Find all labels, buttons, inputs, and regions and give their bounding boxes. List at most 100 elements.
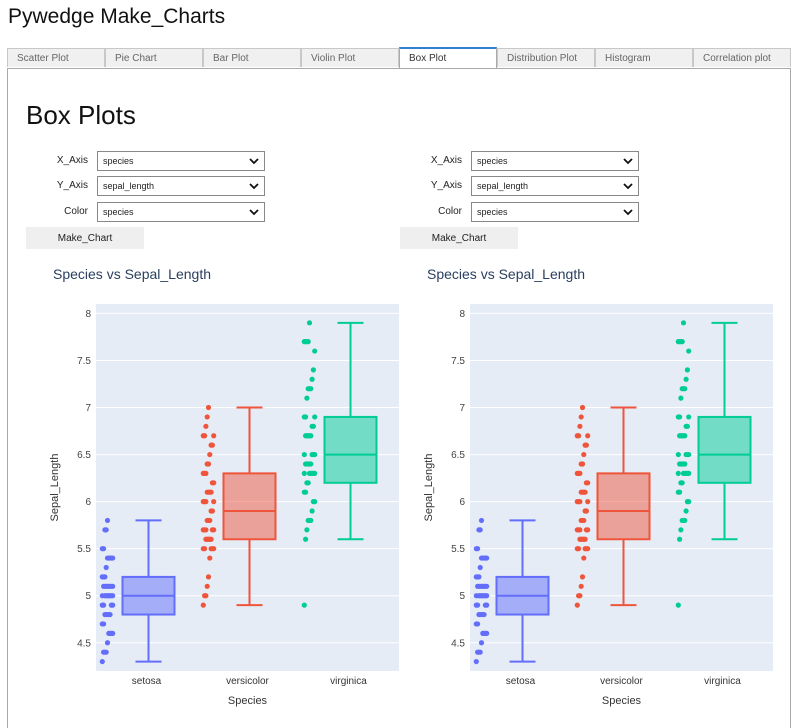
y-axis-value: sepal_length — [103, 181, 155, 191]
data-point — [677, 536, 683, 542]
data-point — [576, 433, 582, 439]
data-point — [310, 367, 316, 373]
y-axis-row: Y_Axis sepal_length — [26, 176, 266, 197]
y-tick-label: 8 — [85, 309, 91, 320]
data-point — [312, 499, 318, 505]
data-point — [679, 480, 685, 486]
data-point — [312, 451, 318, 458]
data-point — [211, 546, 217, 552]
data-point — [207, 517, 213, 524]
x-tick-label: virginica — [330, 676, 367, 687]
data-point — [677, 489, 683, 495]
data-point — [101, 602, 107, 608]
data-point — [203, 527, 209, 533]
color-select[interactable]: species — [471, 202, 639, 222]
data-point — [209, 442, 215, 448]
data-point — [686, 499, 692, 505]
y-tick-label: 4.5 — [77, 638, 91, 649]
data-point — [585, 433, 591, 439]
data-point — [110, 602, 116, 608]
data-point — [303, 536, 309, 542]
tab-correlation-plot[interactable]: Correlation plot — [693, 48, 791, 67]
y-axis-label: Y_Axis — [430, 180, 462, 191]
data-point — [577, 527, 583, 533]
chart-title: Species vs Sepal_Length — [53, 266, 211, 282]
tab-box-plot[interactable]: Box Plot — [399, 47, 497, 68]
tab-scatter-plot[interactable]: Scatter Plot — [7, 48, 105, 67]
data-point — [110, 555, 116, 561]
data-point — [477, 564, 483, 571]
box-plot-chart[interactable]: 4.5 5 5.5 6 6.5 7 7.5 8 setosa versicolor virginic… — [40, 300, 402, 712]
y-tick-label: 6.5 — [77, 450, 91, 461]
tab-histogram[interactable]: Histogram — [595, 48, 693, 67]
data-point — [686, 451, 692, 458]
data-point — [475, 621, 481, 627]
y-tick-label: 7.5 — [77, 356, 91, 367]
chevron-down-icon — [249, 158, 259, 165]
data-point — [310, 423, 316, 429]
data-point — [203, 499, 209, 505]
data-point — [579, 404, 586, 411]
data-point — [303, 489, 309, 495]
data-point — [473, 593, 479, 599]
data-point — [583, 442, 589, 448]
make-chart-button[interactable]: Make_Chart — [400, 227, 518, 249]
tab-violin-plot[interactable]: Violin Plot — [301, 48, 399, 67]
data-point — [211, 527, 217, 533]
color-label: Color — [64, 206, 88, 217]
data-point — [475, 602, 481, 608]
data-point — [309, 508, 315, 514]
data-point — [680, 320, 687, 326]
color-value: species — [477, 207, 508, 217]
data-point — [583, 508, 589, 514]
data-point — [312, 348, 318, 354]
data-point — [473, 658, 479, 665]
data-point — [477, 527, 483, 533]
data-point — [577, 593, 583, 599]
data-point — [204, 583, 210, 589]
data-point — [675, 470, 681, 476]
data-point — [585, 527, 591, 533]
x-tick-label: versicolor — [226, 676, 269, 687]
make-chart-button[interactable]: Make_Chart — [26, 227, 144, 249]
data-point — [678, 527, 684, 533]
y-axis-select[interactable]: sepal_length — [97, 176, 265, 196]
x-axis-title: Species — [602, 695, 642, 707]
box-plot-chart[interactable]: 4.5 5 5.5 6 6.5 7 7.5 8 setosa versicolor virginic… — [414, 300, 776, 712]
data-point — [686, 414, 692, 420]
data-point — [203, 470, 209, 476]
data-point — [211, 499, 217, 505]
data-point — [103, 564, 109, 571]
box-virginica — [697, 415, 752, 484]
data-point — [209, 508, 215, 514]
y-axis-row: Y_Axis sepal_length — [400, 176, 640, 197]
data-point — [484, 593, 490, 599]
x-axis-select[interactable]: species — [471, 151, 639, 171]
data-point — [103, 649, 109, 655]
data-point — [301, 451, 307, 458]
x-axis-label: X_Axis — [430, 155, 462, 166]
page-heading: Box Plots — [26, 100, 136, 130]
x-axis-label: X_Axis — [56, 155, 88, 166]
data-point — [312, 470, 318, 476]
tab-pie-chart[interactable]: Pie Chart — [105, 48, 203, 67]
tab-bar-plot[interactable]: Bar Plot — [203, 48, 301, 67]
data-point — [110, 593, 116, 599]
data-point — [202, 546, 208, 552]
y-tick-label: 7.5 — [451, 356, 465, 367]
box-versicolor — [222, 472, 277, 541]
data-point — [205, 404, 212, 411]
data-point — [582, 489, 588, 495]
data-point — [104, 640, 111, 646]
data-point — [308, 461, 314, 467]
data-point — [682, 386, 688, 392]
x-tick-label: setosa — [132, 676, 162, 687]
x-axis-select[interactable]: species — [97, 151, 265, 171]
data-point — [675, 451, 681, 458]
y-axis-select[interactable]: sepal_length — [471, 176, 639, 196]
data-point — [312, 414, 318, 420]
tab-distribution-plot[interactable]: Distribution Plot — [497, 48, 595, 67]
data-point — [207, 451, 213, 458]
color-select[interactable]: species — [97, 202, 265, 222]
y-axis-label: Y_Axis — [56, 180, 88, 191]
